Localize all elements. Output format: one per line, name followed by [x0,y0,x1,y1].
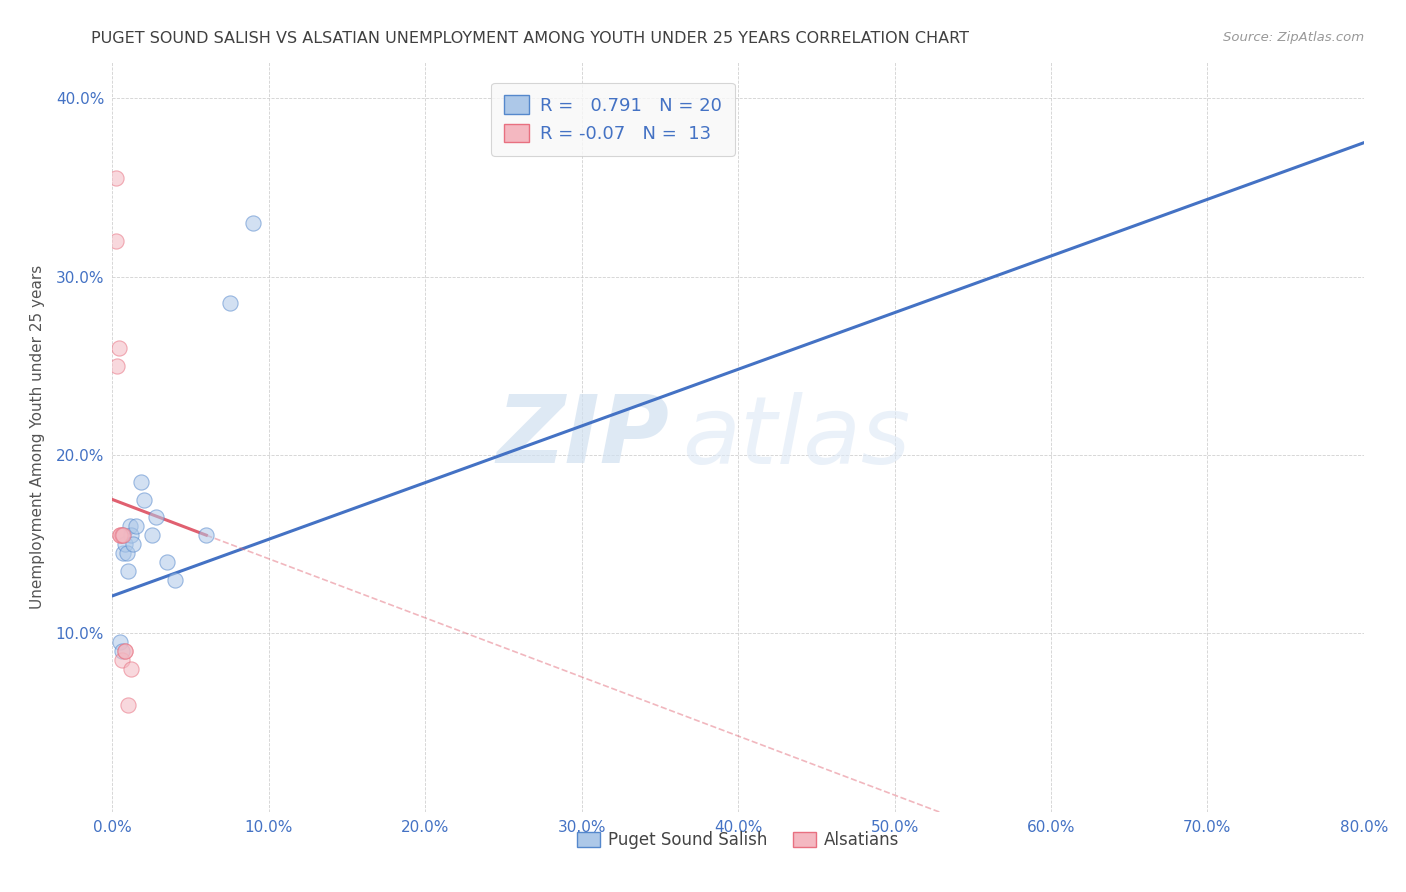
Y-axis label: Unemployment Among Youth under 25 years: Unemployment Among Youth under 25 years [30,265,45,609]
Point [110,528,132,542]
Point [117,698,139,712]
Point [105,359,128,373]
Point [104,234,127,248]
Point [111,528,134,542]
Point [115,546,138,560]
Point [107,341,129,355]
Point [156,555,179,569]
Point [117,564,139,578]
Point [110,528,132,542]
Point [132,492,155,507]
Text: atlas: atlas [682,392,910,483]
Point [120,662,142,676]
Point [141,528,163,542]
Point [112,528,135,542]
Point [112,546,135,560]
Point [125,519,148,533]
Point [218,296,240,310]
Point [114,537,136,551]
Text: ZIP: ZIP [496,391,669,483]
Point [110,635,132,649]
Point [242,216,264,230]
Point [145,510,167,524]
Point [195,528,218,542]
Point [120,528,142,542]
Point [111,644,134,658]
Point [163,573,186,587]
Text: Source: ZipAtlas.com: Source: ZipAtlas.com [1223,31,1364,45]
Point [118,519,141,533]
Point [121,537,143,551]
Point [112,528,135,542]
Point [104,171,127,186]
Legend: Puget Sound Salish, Alsatians: Puget Sound Salish, Alsatians [569,824,907,855]
Point [129,475,152,489]
Point [114,644,136,658]
Text: PUGET SOUND SALISH VS ALSATIAN UNEMPLOYMENT AMONG YOUTH UNDER 25 YEARS CORRELATI: PUGET SOUND SALISH VS ALSATIAN UNEMPLOYM… [91,31,969,46]
Point [114,644,136,658]
Point [111,653,134,667]
